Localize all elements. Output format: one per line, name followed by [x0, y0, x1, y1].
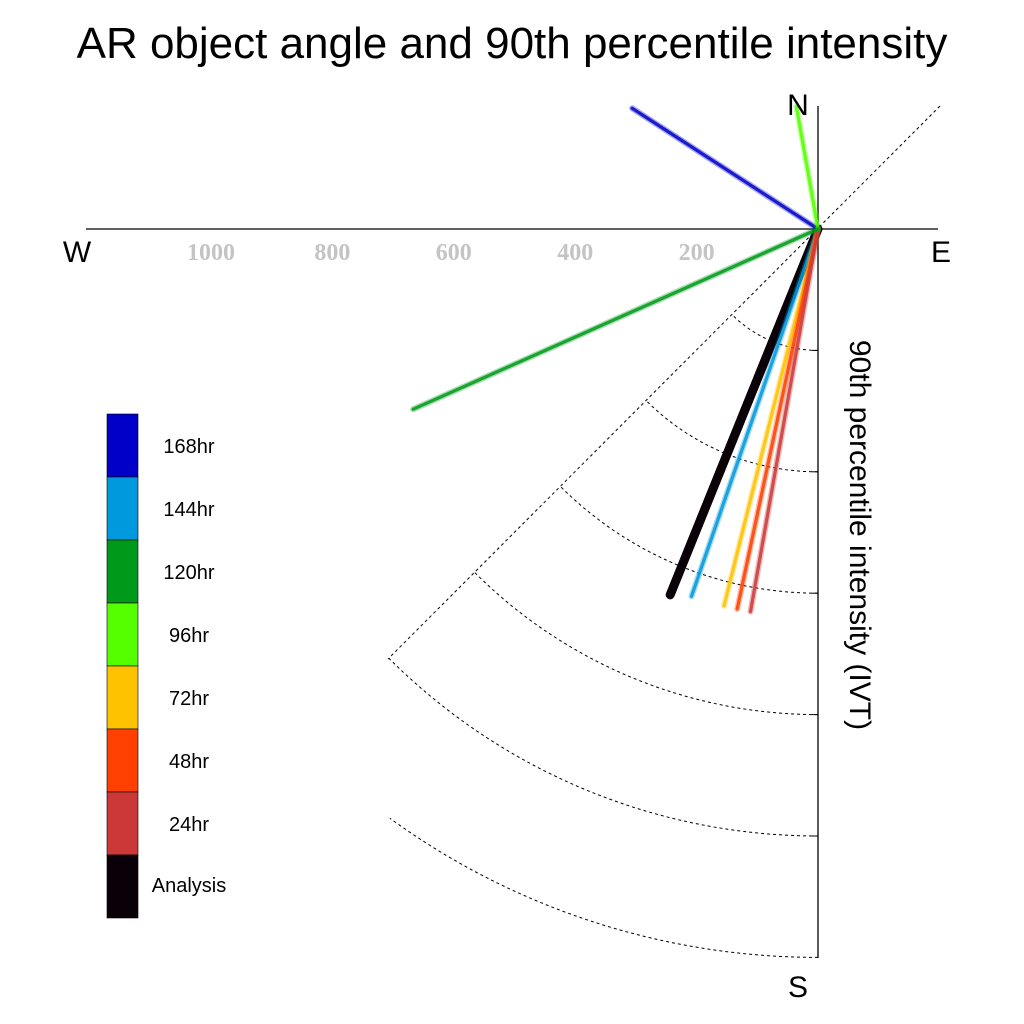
legend-swatch-48hr: [106, 728, 139, 793]
radial-tick-label-800: 800: [314, 240, 350, 266]
vector-72hr: [722, 227, 820, 608]
vector-analysis: [665, 224, 823, 600]
legend-label-72hr: 72hr: [169, 688, 209, 710]
legend-swatch-168hr: [106, 413, 139, 478]
vector-48hr: [735, 227, 820, 611]
chart-title: AR object angle and 90th percentile inte…: [77, 19, 948, 68]
legend-label-144hr: 144hr: [163, 499, 214, 521]
grid-arc-outer: [389, 817, 819, 958]
grid-arc-1000: [388, 657, 819, 837]
vector-144hr: [689, 227, 820, 598]
compass-south-label: S: [788, 971, 808, 1004]
compass-north-label: N: [787, 89, 809, 122]
radial-tick-label-600: 600: [436, 240, 472, 266]
grid-arc-600: [560, 486, 819, 594]
legend-label-48hr: 48hr: [169, 751, 209, 773]
legend: 168hr 144hr 120hr 96hr 72hr 48hr 24hr Analysis: [106, 413, 226, 919]
y-axis-label: 90th percentile intensity (IVT): [843, 340, 876, 730]
vector-24hr: [748, 227, 820, 614]
legend-swatch-144hr: [106, 476, 139, 541]
compass-west-label: W: [63, 236, 92, 269]
legend-label-120hr: 120hr: [163, 562, 214, 584]
legend-swatch-24hr: [106, 791, 139, 856]
legend-label-24hr: 24hr: [169, 814, 209, 836]
compass-east-label: E: [931, 236, 951, 269]
vector-120hr: [411, 227, 820, 411]
polar-grid: [387, 105, 941, 958]
grid-arc-800: [474, 572, 819, 716]
radial-tick-labels: 200 400 600 800 1000: [187, 240, 715, 266]
compass-axes: [86, 106, 938, 958]
grid-arc-200: [731, 314, 819, 351]
legend-label-96hr: 96hr: [169, 625, 209, 647]
radial-tick-label-200: 200: [679, 240, 715, 266]
vector-168hr: [630, 106, 820, 231]
intensity-vectors: [410, 103, 823, 615]
legend-swatch-analysis: [106, 854, 139, 919]
grid-diagonal: [387, 105, 941, 660]
radial-tick-label-400: 400: [557, 240, 593, 266]
legend-swatch-120hr: [106, 539, 139, 604]
legend-label-168hr: 168hr: [163, 436, 214, 458]
vector-96hr: [794, 104, 820, 231]
legend-swatch-96hr: [106, 602, 139, 667]
radial-tick-label-1000: 1000: [187, 240, 235, 266]
legend-label-analysis: Analysis: [152, 875, 226, 897]
legend-swatch-72hr: [106, 665, 139, 730]
